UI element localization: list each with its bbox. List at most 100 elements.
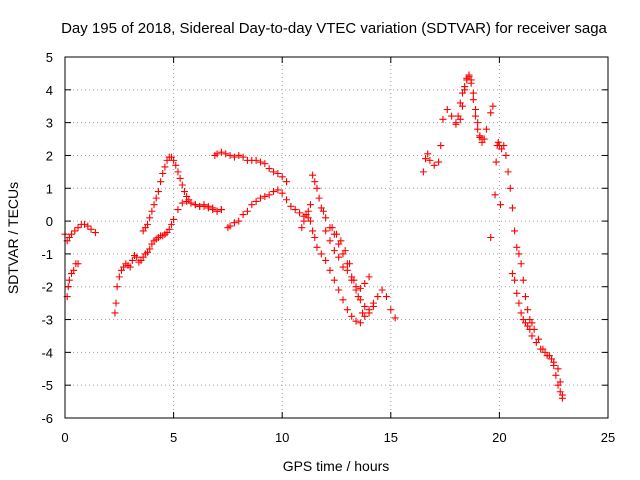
data-point (287, 202, 295, 210)
data-point (443, 106, 451, 114)
data-point (296, 209, 304, 217)
data-point (552, 371, 560, 379)
data-point (304, 207, 312, 215)
data-point (226, 222, 234, 230)
data-point (319, 207, 327, 215)
data-point (191, 201, 199, 209)
data-point (128, 256, 136, 264)
data-point (174, 206, 182, 214)
data-point (422, 155, 430, 163)
data-point (70, 266, 78, 274)
data-point (474, 125, 482, 133)
data-point (152, 194, 160, 202)
y-tick-label: 1 (46, 181, 53, 196)
data-point (350, 276, 358, 284)
data-point (500, 142, 508, 150)
data-point (84, 222, 92, 230)
data-point (157, 178, 165, 186)
data-point (382, 293, 390, 301)
data-point (311, 234, 319, 241)
data-point (504, 168, 512, 176)
data-point (113, 283, 121, 291)
data-point (274, 170, 282, 178)
data-point (508, 204, 516, 212)
data-point (476, 132, 484, 140)
data-point (204, 204, 212, 212)
data-point (248, 201, 256, 209)
data-point (528, 332, 536, 340)
data-point (333, 230, 340, 238)
x-tick-label: 0 (61, 430, 68, 445)
data-point (159, 170, 167, 178)
data-point (65, 276, 73, 284)
data-point (346, 260, 354, 268)
data-point (230, 153, 238, 161)
data-point (474, 119, 482, 127)
data-point (200, 202, 208, 210)
data-point (511, 227, 519, 235)
data-point (64, 283, 72, 291)
data-point (252, 156, 260, 164)
data-point (439, 115, 447, 123)
data-point (448, 112, 456, 120)
data-point (306, 217, 314, 225)
y-tick-label: 0 (46, 214, 53, 229)
data-point (491, 191, 499, 199)
data-point (170, 156, 178, 164)
data-point (74, 224, 82, 232)
y-tick-label: -5 (41, 378, 53, 393)
data-point (278, 173, 286, 181)
data-point (172, 161, 180, 169)
data-point (322, 227, 330, 235)
data-point (482, 125, 490, 133)
y-tick-label: 2 (46, 148, 53, 163)
data-point (454, 112, 462, 120)
data-point (361, 302, 369, 310)
data-point (515, 250, 523, 258)
data-point (146, 245, 154, 253)
data-point (112, 299, 120, 307)
data-point (261, 160, 269, 168)
data-point (524, 306, 532, 314)
data-point (494, 138, 502, 146)
data-point (328, 224, 336, 232)
y-tick-label: -1 (41, 247, 53, 262)
data-point (150, 201, 158, 209)
data-point (517, 309, 525, 317)
data-point (492, 158, 500, 166)
x-tick-label: 25 (601, 430, 615, 445)
y-tick-label: 3 (46, 116, 53, 131)
data-point (270, 168, 278, 176)
plot-frame (64, 56, 609, 419)
x-tick-label: 20 (492, 430, 506, 445)
data-point (226, 151, 234, 159)
data-point (558, 394, 566, 402)
data-point (513, 243, 521, 251)
data-point (330, 276, 338, 284)
data-point (487, 234, 495, 241)
x-axis-label: GPS time / hours (283, 458, 390, 474)
data-point (356, 319, 364, 327)
data-point (354, 293, 362, 301)
x-tick-label: 15 (384, 430, 398, 445)
data-point (261, 192, 269, 200)
data-point (235, 217, 243, 225)
data-point (458, 89, 466, 97)
data-point (213, 207, 221, 215)
data-point (550, 358, 558, 366)
data-point (217, 148, 225, 156)
data-point (213, 150, 221, 158)
data-point (74, 260, 82, 268)
data-point (174, 168, 182, 176)
data-point (496, 201, 504, 209)
chart-title: Day 195 of 2018, Sidereal Day-to-day VTE… (61, 20, 607, 37)
data-point (209, 206, 217, 214)
data-point (545, 352, 553, 360)
data-point (537, 345, 545, 353)
data-point (111, 309, 119, 317)
data-point (309, 227, 317, 235)
data-point (180, 188, 188, 196)
data-point (348, 312, 356, 320)
data-point (91, 229, 99, 237)
data-point (133, 253, 141, 261)
